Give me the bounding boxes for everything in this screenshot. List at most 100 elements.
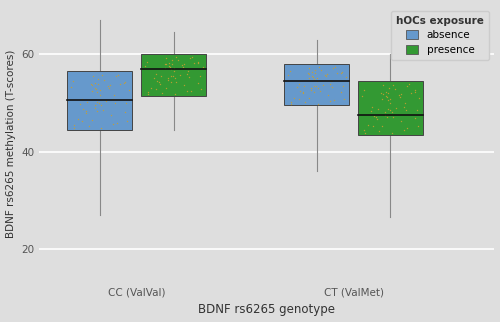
Point <box>95 100 103 105</box>
Point <box>120 79 128 84</box>
Point <box>160 61 168 66</box>
Point <box>312 79 320 84</box>
Point <box>378 90 386 95</box>
Point <box>324 92 332 98</box>
Point <box>116 81 124 86</box>
Point <box>367 109 375 114</box>
Point <box>109 122 117 127</box>
Point <box>93 109 101 114</box>
Point <box>76 102 84 107</box>
X-axis label: BDNF rs6265 genotype: BDNF rs6265 genotype <box>198 303 336 317</box>
Point <box>308 85 316 90</box>
Point <box>194 59 202 64</box>
Point <box>162 66 170 71</box>
Point <box>372 115 380 120</box>
Point <box>152 87 160 92</box>
Point <box>284 73 292 78</box>
Point <box>110 92 118 98</box>
Point <box>312 75 320 80</box>
Point <box>401 100 409 105</box>
Point <box>338 70 345 75</box>
Point <box>94 76 102 81</box>
Point <box>152 71 160 77</box>
Point <box>386 96 394 101</box>
Point <box>396 91 404 97</box>
Point <box>184 74 192 80</box>
Point <box>326 99 334 104</box>
Point <box>94 81 102 87</box>
Point <box>179 64 187 69</box>
Point <box>106 86 114 91</box>
Bar <box>141 54 206 96</box>
Point <box>390 114 398 119</box>
Point <box>166 73 174 79</box>
Point <box>170 69 177 74</box>
Point <box>286 99 294 104</box>
Point <box>162 62 170 67</box>
Point <box>176 73 184 78</box>
Point <box>88 82 96 88</box>
Point <box>304 75 312 80</box>
Point <box>183 71 191 77</box>
Point <box>78 118 86 124</box>
Point <box>402 83 410 88</box>
Point <box>315 65 323 70</box>
Point <box>360 88 368 93</box>
Bar <box>358 81 423 135</box>
Point <box>385 86 393 91</box>
Point <box>171 76 179 81</box>
Point <box>125 87 133 92</box>
Bar <box>284 64 349 105</box>
Point <box>400 104 408 109</box>
Point <box>300 83 308 88</box>
Point <box>396 94 404 99</box>
Point <box>194 60 202 65</box>
Point <box>369 124 377 129</box>
Point <box>328 84 336 89</box>
Point <box>123 118 131 123</box>
Point <box>90 102 98 108</box>
Y-axis label: BDNF rs6265 methylation (T-scores): BDNF rs6265 methylation (T-scores) <box>6 50 16 239</box>
Point <box>70 79 78 84</box>
Point <box>316 89 324 94</box>
Point <box>153 78 161 83</box>
Point <box>326 81 334 86</box>
Point <box>198 65 206 70</box>
Point <box>384 90 392 95</box>
Point <box>144 91 152 97</box>
Point <box>414 124 422 129</box>
Point <box>172 79 180 84</box>
Point <box>322 74 330 79</box>
Point <box>106 113 114 118</box>
Point <box>150 75 158 80</box>
Point <box>106 83 114 88</box>
Point <box>180 62 188 67</box>
Point <box>386 100 394 106</box>
Point <box>407 90 415 95</box>
Point <box>310 76 318 81</box>
Point <box>378 91 386 96</box>
Point <box>186 88 194 93</box>
Point <box>314 85 322 90</box>
Point <box>294 81 302 86</box>
Point <box>340 96 348 101</box>
Point <box>168 57 176 62</box>
Point <box>338 69 345 74</box>
Point <box>381 109 389 114</box>
Point <box>298 90 306 95</box>
Point <box>306 65 314 70</box>
Point <box>318 83 326 88</box>
Point <box>323 71 331 77</box>
Point <box>83 99 91 105</box>
Point <box>92 80 100 85</box>
Point <box>88 118 96 123</box>
Point <box>392 106 400 111</box>
Point <box>156 73 164 79</box>
Point <box>186 55 194 61</box>
Point <box>310 71 318 76</box>
Point <box>167 66 175 71</box>
Point <box>321 72 329 77</box>
Point <box>360 128 368 133</box>
Point <box>82 110 90 116</box>
Point <box>158 90 166 95</box>
